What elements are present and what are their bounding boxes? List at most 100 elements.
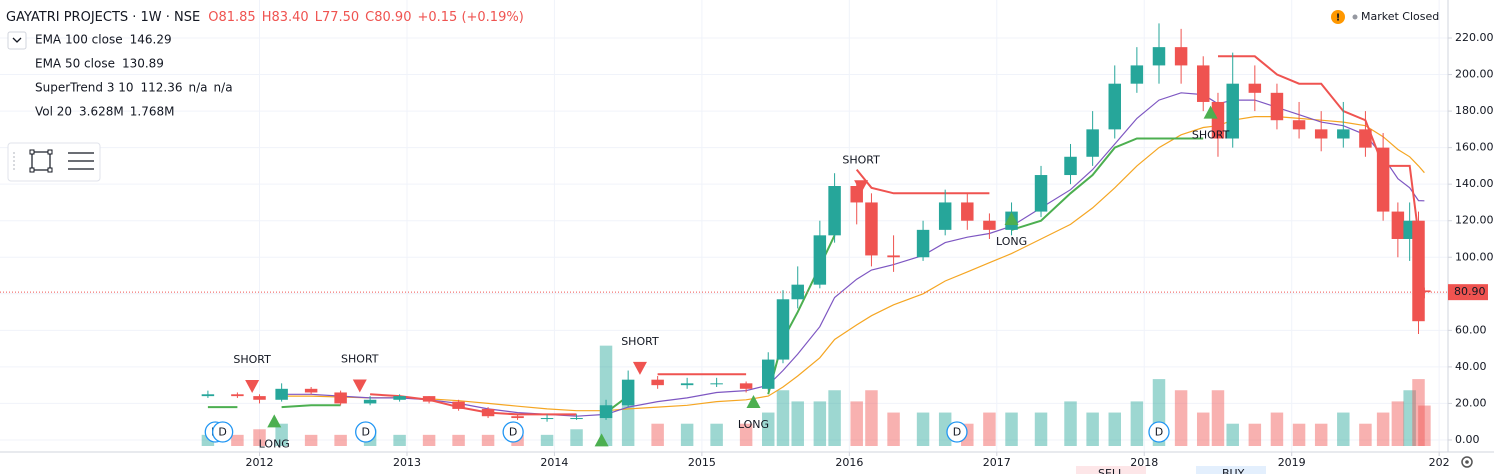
volume-bar	[710, 423, 723, 446]
legend-value: 1.768M	[130, 105, 175, 119]
volume-bar	[621, 401, 635, 446]
candle-body	[761, 359, 775, 389]
indicator-line	[855, 168, 990, 195]
volume-bar	[1359, 423, 1372, 446]
candle-body	[887, 255, 900, 258]
legend-name: EMA 50 close	[35, 57, 115, 71]
volume-bar	[599, 345, 613, 446]
buy-label: BUY	[1222, 467, 1245, 474]
volume-bar	[983, 412, 996, 446]
rect-tool-corner	[29, 167, 35, 173]
settings-icon[interactable]	[1461, 456, 1473, 468]
volume-bar	[1337, 412, 1350, 446]
x-tick-label: 202	[1429, 456, 1450, 469]
x-tick-label: 2016	[835, 456, 863, 469]
legend-value: n/a	[214, 81, 233, 95]
market-status: Market Closed	[1361, 10, 1439, 23]
candle-body	[710, 383, 723, 385]
signal-label: LONG	[738, 418, 769, 431]
volume-bar	[1403, 390, 1416, 446]
signal-label: SHORT	[1192, 129, 1230, 142]
volume-bar	[739, 423, 753, 446]
x-tick-label: 2018	[1130, 456, 1158, 469]
dividend-marker	[212, 421, 234, 443]
dividend-label: D	[953, 426, 961, 439]
legend-toggle[interactable]	[7, 31, 27, 50]
candle-body	[1314, 129, 1328, 139]
volume-bar	[452, 434, 465, 446]
candle-body	[776, 299, 790, 360]
candle-body	[1152, 47, 1166, 66]
signal-label: LONG	[996, 235, 1027, 248]
legend-name: SuperTrend 3 10	[35, 81, 134, 95]
rect-tool-corner	[47, 149, 53, 155]
dividend-marker	[355, 421, 377, 443]
volume-bar	[1174, 390, 1188, 446]
candle-body	[452, 401, 465, 409]
x-tick-label: 2014	[540, 456, 568, 469]
symbol-line: GAYATRI PROJECTS · 1W · NSE O81.85 H83.40 L…	[6, 10, 524, 25]
volume-bar	[1196, 412, 1210, 446]
candle-body	[813, 235, 827, 285]
status-icon-mark: !	[1336, 13, 1341, 24]
volume-bar	[481, 434, 495, 446]
y-tick-label: 200.00	[1455, 68, 1494, 81]
volume-bar	[865, 390, 878, 446]
volume-bar	[253, 429, 266, 446]
y-tick-label: 120.00	[1455, 214, 1494, 227]
volume-bar	[1314, 423, 1328, 446]
volume-bar	[275, 423, 288, 446]
candle-body	[1086, 129, 1099, 157]
short-marker	[632, 361, 647, 375]
candle-body	[1034, 175, 1048, 212]
candle-body	[1376, 147, 1390, 212]
short-marker	[352, 379, 367, 393]
volume-bar	[304, 434, 318, 446]
volume-bar	[680, 423, 694, 446]
time-axis-bg	[0, 452, 1494, 474]
candle-body	[938, 202, 952, 230]
signal-label: SHORT	[233, 353, 271, 366]
indicator-line	[281, 116, 1425, 412]
dividend-label: D	[509, 426, 517, 439]
buy-button[interactable]	[1196, 466, 1266, 474]
candle-body	[393, 396, 406, 400]
status-dot	[1352, 14, 1358, 20]
indicator-line	[1011, 137, 1204, 231]
dividend-marker	[502, 421, 524, 443]
candle-body	[304, 388, 318, 393]
candle-body	[916, 229, 930, 258]
candle-body	[540, 418, 554, 420]
rect-tool-corner	[47, 167, 53, 173]
symbol: GAYATRI PROJECTS · 1W · NSE	[6, 10, 200, 25]
legend-value: 112.36	[141, 81, 183, 95]
lines-tool[interactable]	[68, 152, 94, 170]
volume-bar	[1108, 412, 1121, 446]
settings-gear	[1461, 456, 1473, 468]
sell-button[interactable]	[1076, 466, 1146, 474]
volume-bar	[540, 434, 554, 446]
candle-body	[621, 379, 635, 406]
status-icon[interactable]	[1331, 10, 1345, 24]
volume-bar	[1412, 379, 1425, 446]
indicator-line	[281, 92, 1425, 417]
candle-body	[983, 220, 996, 230]
signal-label: LONG	[259, 437, 290, 450]
price-axis-bg	[1448, 0, 1494, 474]
candle-body	[511, 416, 524, 419]
ohlc-close: C80.90	[365, 10, 411, 25]
signal-label: SHORT	[341, 352, 379, 365]
sell-label: SELL	[1098, 467, 1125, 474]
volume-bar	[1376, 412, 1390, 446]
volume-bar	[813, 401, 827, 446]
toolbar-box	[7, 142, 101, 182]
rectangle-tool[interactable]	[29, 149, 53, 173]
long-marker	[1203, 105, 1218, 119]
volume-bar	[1292, 423, 1306, 446]
y-tick-label: 60.00	[1455, 323, 1487, 336]
candle-body	[1130, 65, 1144, 84]
y-tick-label: 220.00	[1455, 31, 1494, 44]
rect-tool-corner	[29, 149, 35, 155]
x-tick-label: 2012	[246, 456, 274, 469]
